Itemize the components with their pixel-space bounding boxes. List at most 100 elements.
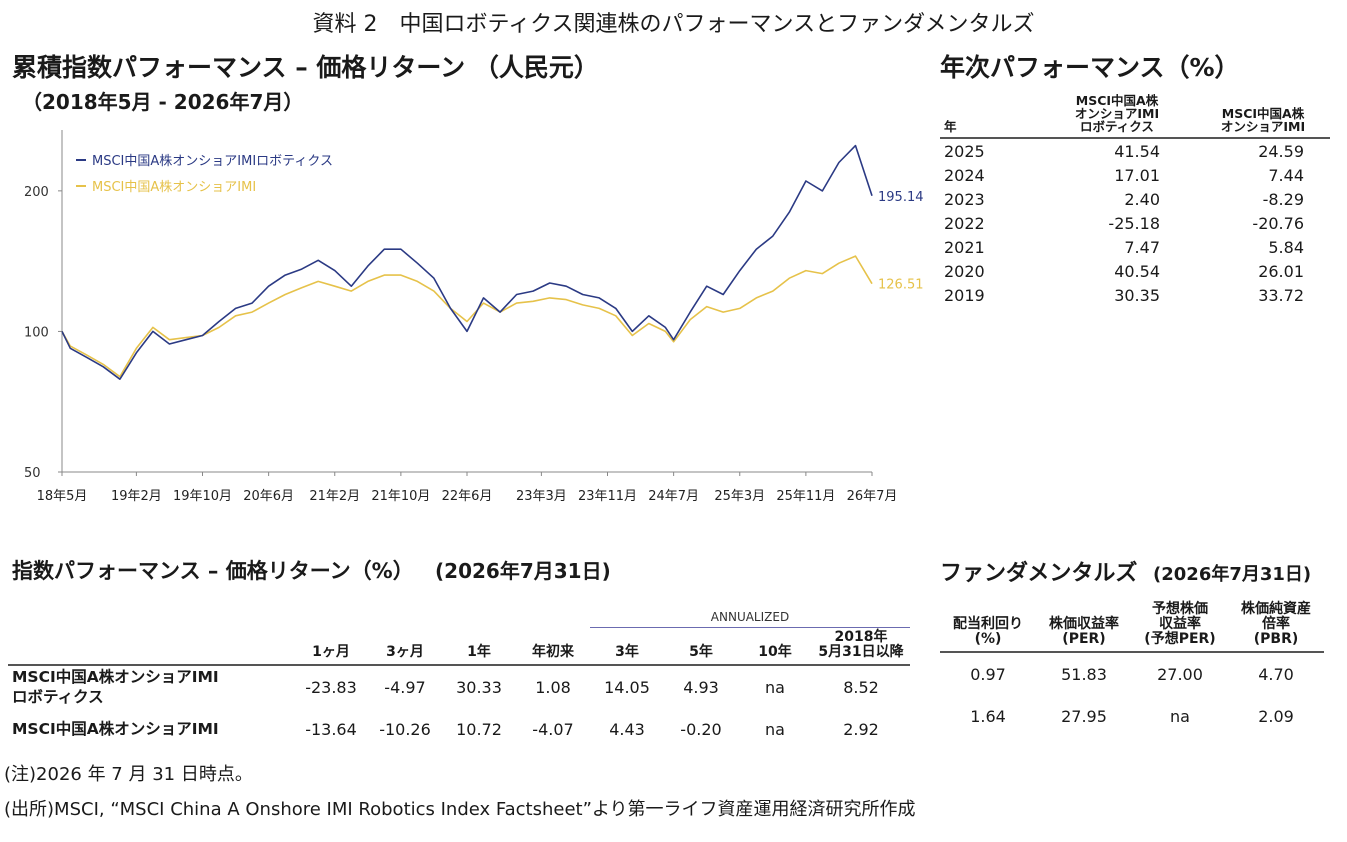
- series-line-0: [61, 144, 873, 381]
- fund-value: 27.95: [1061, 706, 1107, 726]
- perf-header: 年初来: [532, 644, 574, 660]
- y-tick-label: 100: [24, 325, 49, 340]
- annual-robotics-value: 2.40: [1124, 189, 1160, 209]
- x-tick-label: 23年11月: [578, 489, 637, 504]
- x-tick-label: 26年7月: [847, 489, 898, 504]
- annual-row: 2019 30.35 33.72: [940, 283, 1330, 307]
- x-tick-label: 19年10月: [173, 489, 232, 504]
- annual-imi-value: 5.84: [1268, 237, 1304, 257]
- page-title: 資料 2 中国ロボティクス関連株のパフォーマンスとファンダメンタルズ: [312, 12, 1035, 37]
- x-tick-label: 19年2月: [111, 489, 162, 504]
- chart-title: 累積指数パフォーマンス – 価格リターン （人民元）: [12, 53, 599, 82]
- perf-header: 3年: [615, 644, 639, 660]
- annual-row: 2025 41.54 24.59: [940, 138, 1330, 163]
- perf-header: 3ヶ月: [386, 644, 424, 660]
- x-tick-label: 20年6月: [243, 489, 294, 504]
- index-perf-title: 指数パフォーマンス – 価格リターン（%） (2026年7月31日): [12, 555, 611, 585]
- perf-header: 1ヶ月: [312, 644, 350, 660]
- perf-value: 4.93: [683, 677, 719, 697]
- note-text: (注)2026 年 7 月 31 日時点。: [4, 764, 253, 785]
- fund-value: 4.70: [1258, 664, 1294, 684]
- annual-year: 2022: [944, 213, 985, 233]
- perf-value: 2.92: [843, 719, 879, 739]
- perf-value: 4.43: [609, 719, 645, 739]
- annual-robotics-value: 40.54: [1114, 261, 1160, 281]
- annual-robotics-value: 41.54: [1114, 141, 1160, 161]
- perf-value: na: [765, 677, 785, 697]
- index-performance-table: ANNUALIZED 1ヶ月 3ヶ月 1年 年初来 3年 5年 10年 2018年 5月31日…: [8, 608, 910, 750]
- perf-value: 1.08: [535, 677, 571, 697]
- annual-imi-value: 7.44: [1268, 165, 1304, 185]
- legend-label: MSCI中国A株オンショアIMIロボティクス: [92, 154, 333, 169]
- perf-header: 5年: [689, 644, 713, 660]
- annual-row: 2020 40.54 26.01: [940, 259, 1330, 283]
- annual-imi-value: -20.76: [1252, 213, 1304, 233]
- annual-robotics-value: 30.35: [1114, 285, 1160, 305]
- series-end-label: 195.14: [878, 190, 924, 205]
- annual-header-imi: MSCI中国A株 オンショアIMI: [1220, 106, 1306, 134]
- fundamentals-date: (2026年7月31日): [1153, 564, 1312, 585]
- fund-header: 配当利回り (%): [953, 616, 1023, 647]
- x-tick-label: 25年11月: [776, 489, 835, 504]
- perf-value: 8.52: [843, 677, 879, 697]
- perf-header: 1年: [467, 644, 491, 660]
- x-tick-label: 25年3月: [714, 489, 765, 504]
- perf-header: 10年: [758, 644, 792, 660]
- fund-value: 1.64: [970, 706, 1006, 726]
- annual-robotics-value: 17.01: [1114, 165, 1160, 185]
- perf-value: 10.72: [456, 719, 502, 739]
- fund-row: 1.64 27.95 na 2.09: [940, 695, 1324, 737]
- perf-row: MSCI中国A株オンショアIMI ロボティクス -23.83 -4.97 30.33 1…: [8, 665, 910, 708]
- fund-value: 0.97: [970, 664, 1006, 684]
- annual-header-robotics: MSCI中国A株 オンショアIMI ロボティクス: [1074, 93, 1160, 134]
- annual-year: 2019: [944, 285, 985, 305]
- annual-year: 2021: [944, 237, 985, 257]
- x-tick-label: 22年6月: [442, 489, 493, 504]
- y-tick-label: 50: [24, 466, 41, 481]
- annual-year: 2023: [944, 189, 985, 209]
- perf-row-name: MSCI中国A株オンショアIMI: [12, 720, 219, 738]
- fund-value: na: [1170, 706, 1190, 726]
- perf-value: -0.20: [680, 719, 722, 739]
- series-line-1: [61, 255, 873, 378]
- annual-robotics-value: 7.47: [1124, 237, 1160, 257]
- annualized-label: ANNUALIZED: [590, 608, 910, 628]
- x-tick-label: 21年10月: [371, 489, 430, 504]
- annual-imi-value: 33.72: [1258, 285, 1304, 305]
- fundamentals-title: ファンダメンタルズ (2026年7月31日): [940, 555, 1311, 587]
- x-tick-label: 18年5月: [37, 489, 88, 504]
- fund-row: 0.97 51.83 27.00 4.70: [940, 652, 1324, 695]
- y-tick-label: 200: [24, 185, 49, 200]
- annual-row: 2022 -25.18 -20.76: [940, 211, 1330, 235]
- x-tick-label: 21年2月: [309, 489, 360, 504]
- perf-value: -23.83: [305, 677, 357, 697]
- annual-row: 2021 7.47 5.84: [940, 235, 1330, 259]
- source-text: (出所)MSCI, “MSCI China A Onshore IMI Robo…: [4, 799, 916, 820]
- perf-header: 2018年 5月31日以降: [818, 629, 904, 660]
- annual-imi-value: 24.59: [1258, 141, 1304, 161]
- fund-value: 51.83: [1061, 664, 1107, 684]
- perf-value: 30.33: [456, 677, 502, 697]
- annual-title: 年次パフォーマンス（%）: [940, 53, 1240, 82]
- fundamentals-table: 配当利回り (%) 株価収益率 (PER) 予想株価 収益率 (予想PER) 株価純資…: [940, 600, 1324, 737]
- fund-header: 株価収益率 (PER): [1049, 616, 1119, 647]
- perf-row: MSCI中国A株オンショアIMI -13.64 -10.26 10.72 -4.07 4.…: [8, 708, 910, 750]
- fund-value: 2.09: [1258, 706, 1294, 726]
- index-perf-title-text: 指数パフォーマンス – 価格リターン（%）: [12, 559, 414, 583]
- perf-value: -4.97: [384, 677, 426, 697]
- perf-value: -4.07: [532, 719, 574, 739]
- annual-header-year: 年: [944, 119, 957, 134]
- annual-row: 2024 17.01 7.44: [940, 163, 1330, 187]
- fund-header: 予想株価 収益率 (予想PER): [1144, 601, 1216, 647]
- x-tick-label: 23年3月: [516, 489, 567, 504]
- annual-robotics-value: -25.18: [1108, 213, 1160, 233]
- annual-imi-value: 26.01: [1258, 261, 1304, 281]
- annual-imi-value: -8.29: [1262, 189, 1304, 209]
- annual-year: 2024: [944, 165, 985, 185]
- perf-value: 14.05: [604, 677, 650, 697]
- annual-row: 2023 2.40 -8.29: [940, 187, 1330, 211]
- fund-header: 株価純資産 倍率 (PBR): [1241, 601, 1311, 647]
- perf-value: na: [765, 719, 785, 739]
- perf-value: -13.64: [305, 719, 357, 739]
- chart-subtitle: （2018年5月 - 2026年7月）: [22, 90, 304, 114]
